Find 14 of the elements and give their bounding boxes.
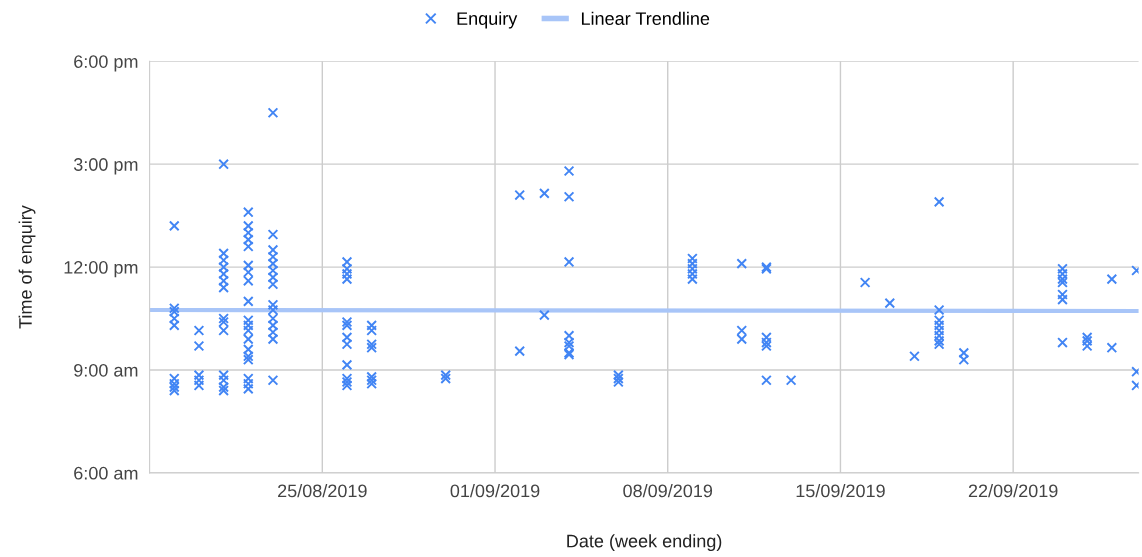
y-tick-label: 3:00 pm xyxy=(73,158,138,175)
legend-label: Enquiry xyxy=(457,11,518,29)
x-axis-title: Date (week ending) xyxy=(567,534,722,551)
x-tick-label: 01/09/2019 xyxy=(450,484,540,498)
y-tick-label: 9:00 am xyxy=(74,363,138,377)
y-tick-label: 6:00 am xyxy=(74,466,138,480)
x-tick-label: 15/09/2019 xyxy=(796,484,885,498)
y-tick-label: 6:00 pm xyxy=(74,55,138,72)
y-axis-title: Time of enquiry xyxy=(18,205,36,329)
x-tick-label: 08/09/2019 xyxy=(623,484,713,498)
legend-label: Linear Trendline xyxy=(581,11,710,25)
y-tick-label: 12:00 pm xyxy=(64,261,138,278)
x-tick-label: 22/09/2019 xyxy=(968,484,1058,498)
x-tick-label: 25/08/2019 xyxy=(278,484,367,498)
